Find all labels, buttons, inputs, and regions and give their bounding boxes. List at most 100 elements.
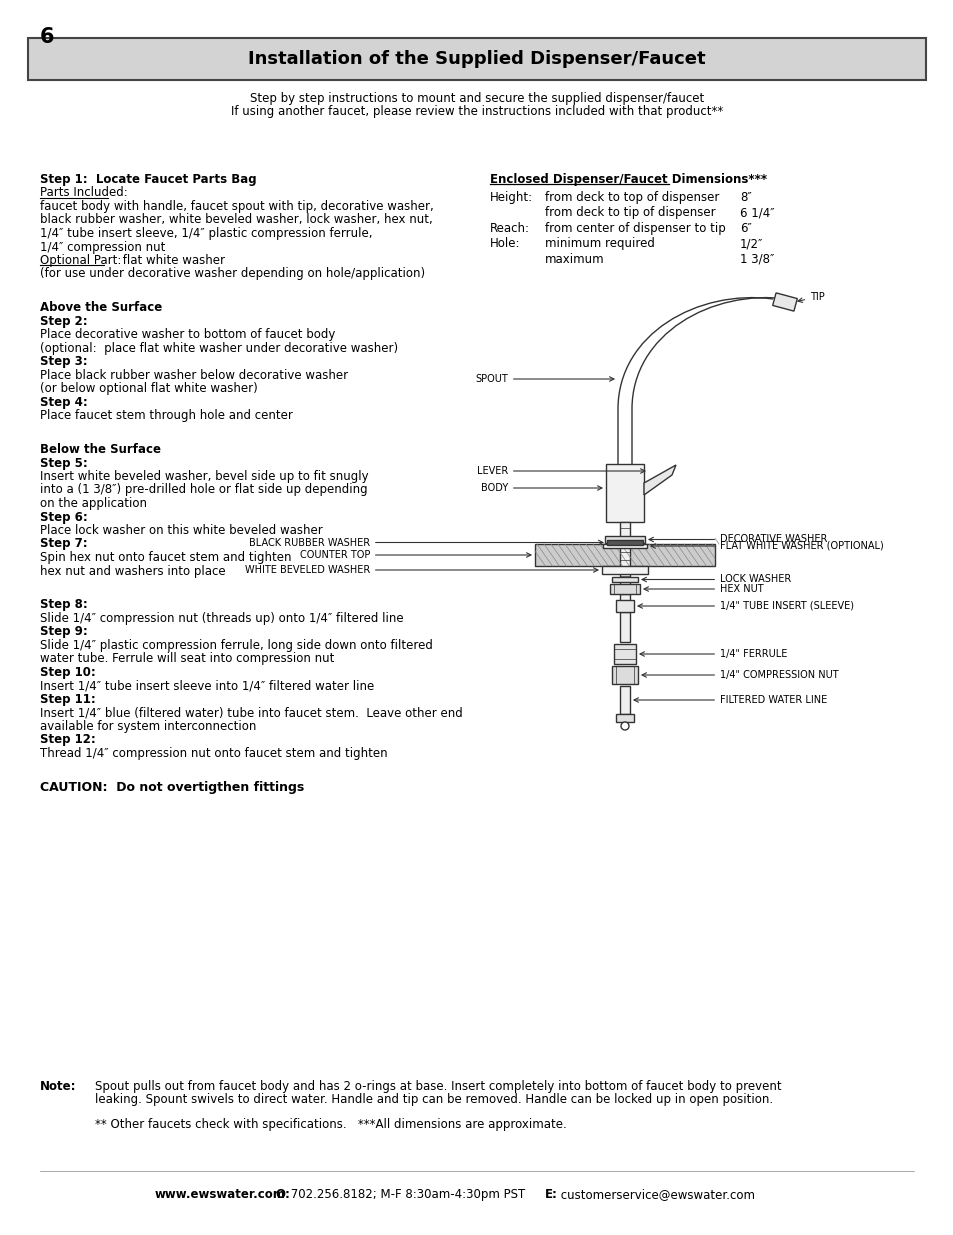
Bar — [616, 714, 634, 722]
Bar — [605, 464, 643, 522]
Text: SPOUT: SPOUT — [475, 374, 614, 384]
Text: Insert 1/4″ blue (filtered water) tube into faucet stem.  Leave other end: Insert 1/4″ blue (filtered water) tube i… — [40, 706, 462, 719]
Text: Step 2:: Step 2: — [40, 315, 88, 327]
Text: 1/4″ tube insert sleeve, 1/4″ plastic compression ferrule,: 1/4″ tube insert sleeve, 1/4″ plastic co… — [40, 227, 372, 240]
Text: Spout pulls out from faucet body and has 2 o-rings at base. Insert completely in: Spout pulls out from faucet body and has… — [95, 1079, 781, 1093]
Text: Step 9:: Step 9: — [40, 625, 88, 638]
Text: Parts Included:: Parts Included: — [40, 186, 128, 200]
Text: 1 3/8″: 1 3/8″ — [740, 253, 774, 266]
Bar — [612, 666, 638, 684]
Text: black rubber washer, white beveled washer, lock washer, hex nut,: black rubber washer, white beveled washe… — [40, 214, 433, 226]
Text: www.ewswater.com: www.ewswater.com — [154, 1188, 286, 1200]
Text: Step 7:: Step 7: — [40, 537, 88, 551]
Text: Slide 1/4″ compression nut (threads up) onto 1/4″ filtered line: Slide 1/4″ compression nut (threads up) … — [40, 611, 403, 625]
Text: Height:: Height: — [490, 190, 533, 204]
Text: BLACK RUBBER WASHER: BLACK RUBBER WASHER — [249, 537, 602, 547]
Text: Step 10:: Step 10: — [40, 666, 95, 679]
Text: Place faucet stem through hole and center: Place faucet stem through hole and cente… — [40, 409, 293, 422]
Text: Reach:: Reach: — [490, 221, 530, 235]
Text: (for use under decorative washer depending on hole/application): (for use under decorative washer dependi… — [40, 268, 425, 280]
Text: minimum required: minimum required — [544, 237, 654, 251]
Bar — [602, 543, 646, 548]
Text: into a (1 3/8″) pre-drilled hole or flat side up depending: into a (1 3/8″) pre-drilled hole or flat… — [40, 483, 367, 496]
Text: COUNTER TOP: COUNTER TOP — [299, 550, 531, 559]
Text: available for system interconnection: available for system interconnection — [40, 720, 256, 732]
Circle shape — [620, 722, 628, 730]
Text: leaking. Spount swivels to direct water. Handle and tip can be removed. Handle c: leaking. Spount swivels to direct water.… — [95, 1093, 772, 1107]
Text: LOCK WASHER: LOCK WASHER — [641, 574, 790, 584]
Text: Above the Surface: Above the Surface — [40, 301, 162, 314]
Bar — [619, 594, 629, 601]
Text: Insert white beveled washer, bevel side up to fit snugly: Insert white beveled washer, bevel side … — [40, 471, 368, 483]
Text: 1/4" COMPRESSION NUT: 1/4" COMPRESSION NUT — [641, 671, 838, 680]
Text: Step 12:: Step 12: — [40, 734, 95, 746]
Text: Step 1:  Locate Faucet Parts Bag: Step 1: Locate Faucet Parts Bag — [40, 173, 256, 186]
Text: Hole:: Hole: — [490, 237, 520, 251]
Bar — [604, 536, 644, 543]
Text: 1/4″ compression nut: 1/4″ compression nut — [40, 241, 165, 253]
Text: 6: 6 — [40, 27, 54, 47]
Text: FILTERED WATER LINE: FILTERED WATER LINE — [634, 695, 826, 705]
Text: 1/4" FERRULE: 1/4" FERRULE — [639, 650, 786, 659]
Text: Step 8:: Step 8: — [40, 598, 88, 611]
Text: Spin hex nut onto faucet stem and tighten: Spin hex nut onto faucet stem and tighte… — [40, 551, 292, 564]
Text: from center of dispenser to tip: from center of dispenser to tip — [544, 221, 725, 235]
Text: If using another faucet, please review the instructions included with that produ: If using another faucet, please review t… — [231, 105, 722, 119]
Text: on the application: on the application — [40, 496, 147, 510]
Text: Enclosed Dispenser/Faucet Dimensions***: Enclosed Dispenser/Faucet Dimensions*** — [490, 173, 766, 186]
Text: WHITE BEVELED WASHER: WHITE BEVELED WASHER — [245, 564, 598, 576]
Text: faucet body with handle, faucet spout with tip, decorative washer,: faucet body with handle, faucet spout wi… — [40, 200, 434, 212]
Bar — [606, 540, 642, 545]
Text: Place decorative washer to bottom of faucet body: Place decorative washer to bottom of fau… — [40, 329, 335, 341]
Text: FLAT WHITE WASHER (OPTIONAL): FLAT WHITE WASHER (OPTIONAL) — [650, 541, 882, 551]
Text: customerservice@ewswater.com: customerservice@ewswater.com — [557, 1188, 754, 1200]
Text: (or below optional flat white washer): (or below optional flat white washer) — [40, 383, 257, 395]
Text: Step 3:: Step 3: — [40, 356, 88, 368]
Text: water tube. Ferrule will seat into compression nut: water tube. Ferrule will seat into compr… — [40, 652, 334, 666]
Text: hex nut and washers into place: hex nut and washers into place — [40, 564, 226, 578]
Bar — [535, 543, 714, 566]
Bar — [609, 584, 639, 594]
Bar — [601, 566, 647, 574]
Text: TIP: TIP — [797, 291, 824, 303]
Text: Step by step instructions to mount and secure the supplied dispenser/faucet: Step by step instructions to mount and s… — [250, 91, 703, 105]
Text: CAUTION:  Do not overtigthen fittings: CAUTION: Do not overtigthen fittings — [40, 781, 304, 794]
Text: Place lock washer on this white beveled washer: Place lock washer on this white beveled … — [40, 524, 322, 537]
Text: Step 11:: Step 11: — [40, 693, 95, 705]
Text: Slide 1/4″ plastic compression ferrule, long side down onto filtered: Slide 1/4″ plastic compression ferrule, … — [40, 638, 433, 652]
Bar — [619, 685, 629, 714]
Bar — [28, 38, 925, 80]
Bar — [612, 577, 638, 582]
Bar — [616, 600, 634, 613]
Text: 1/2″: 1/2″ — [740, 237, 762, 251]
Bar — [614, 643, 636, 664]
Text: ** Other faucets check with specifications.   ***All dimensions are approximate.: ** Other faucets check with specificatio… — [95, 1118, 566, 1131]
Text: maximum: maximum — [544, 253, 604, 266]
Text: 8″: 8″ — [740, 190, 751, 204]
Text: from deck to top of dispenser: from deck to top of dispenser — [544, 190, 719, 204]
Text: (optional:  place flat white washer under decorative washer): (optional: place flat white washer under… — [40, 342, 397, 354]
Text: Thread 1/4″ compression nut onto faucet stem and tighten: Thread 1/4″ compression nut onto faucet … — [40, 747, 387, 760]
Text: HEX NUT: HEX NUT — [643, 584, 762, 594]
Text: from deck to tip of dispenser: from deck to tip of dispenser — [544, 206, 715, 219]
Text: O:: O: — [274, 1188, 290, 1200]
Bar — [619, 522, 629, 587]
Text: E:: E: — [544, 1188, 558, 1200]
Text: DECORATIVE WASHER: DECORATIVE WASHER — [648, 535, 826, 545]
Text: Step 4:: Step 4: — [40, 395, 88, 409]
Text: 6 1/4″: 6 1/4″ — [740, 206, 774, 219]
Bar — [619, 613, 629, 642]
Text: Step 6:: Step 6: — [40, 510, 88, 524]
Text: Step 5:: Step 5: — [40, 457, 88, 469]
Text: Installation of the Supplied Dispenser/Faucet: Installation of the Supplied Dispenser/F… — [248, 49, 705, 68]
Text: BODY: BODY — [480, 483, 601, 493]
Text: flat white washer: flat white washer — [104, 254, 225, 267]
Text: 702.256.8182; M-F 8:30am-4:30pm PST: 702.256.8182; M-F 8:30am-4:30pm PST — [287, 1188, 525, 1200]
Text: 6″: 6″ — [740, 221, 751, 235]
Text: Below the Surface: Below the Surface — [40, 443, 161, 456]
Text: Note:: Note: — [40, 1079, 76, 1093]
Text: Place black rubber washer below decorative washer: Place black rubber washer below decorati… — [40, 369, 348, 382]
Bar — [772, 293, 797, 311]
Text: Optional Part:: Optional Part: — [40, 254, 121, 267]
Text: Insert 1/4″ tube insert sleeve into 1/4″ filtered water line: Insert 1/4″ tube insert sleeve into 1/4″… — [40, 679, 374, 693]
